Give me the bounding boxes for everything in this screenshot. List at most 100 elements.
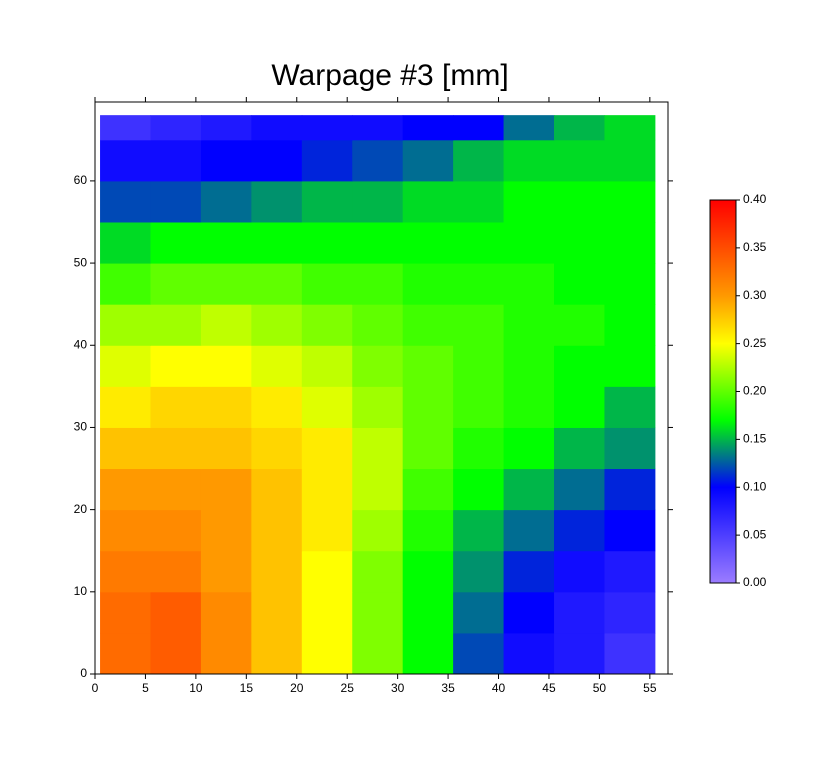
heatmap-cell xyxy=(402,139,454,182)
heatmap-cell xyxy=(100,632,151,675)
heatmap-cell xyxy=(301,180,353,223)
heatmap-cell xyxy=(554,304,605,346)
colorbar-tick-label: 0.20 xyxy=(743,384,767,398)
heatmap-cell xyxy=(301,139,353,182)
heatmap-cell xyxy=(402,115,454,141)
x-tick-label: 0 xyxy=(92,681,99,695)
heatmap-cell xyxy=(251,509,303,552)
heatmap-cell xyxy=(150,468,202,511)
heatmap-cell xyxy=(554,221,605,264)
heatmap-cell xyxy=(200,345,252,387)
heatmap-cell xyxy=(604,386,656,428)
heatmap-cell xyxy=(604,221,656,264)
heatmap-cell xyxy=(251,427,303,470)
x-tick-label: 30 xyxy=(391,681,405,695)
heatmap-cell xyxy=(150,550,202,593)
heatmap-cell xyxy=(453,304,505,346)
heatmap-cell xyxy=(100,304,151,346)
heatmap-cell xyxy=(503,427,555,470)
y-tick-label: 40 xyxy=(74,337,88,351)
colorbar xyxy=(709,199,737,584)
heatmap-cell xyxy=(352,591,404,634)
colorbar-tick-label: 0.30 xyxy=(743,288,767,302)
heatmap-cell xyxy=(251,345,303,387)
heatmap-cell xyxy=(100,180,151,223)
heatmap-cell xyxy=(352,345,404,387)
heatmap-cell xyxy=(554,468,605,511)
heatmap-cell xyxy=(453,180,505,223)
heatmap-cell xyxy=(453,345,505,387)
heatmap-cell xyxy=(453,263,505,305)
x-tick-label: 15 xyxy=(240,681,254,695)
heatmap-cell xyxy=(352,115,404,141)
heatmap-cell xyxy=(352,427,404,470)
heatmap-cell xyxy=(352,221,404,264)
heatmap-cell xyxy=(352,468,404,511)
heatmap-cell xyxy=(200,632,252,675)
heatmap-cell xyxy=(503,139,555,182)
heatmap-cell xyxy=(453,115,505,141)
heatmap-cell xyxy=(150,591,202,634)
heatmap-cell xyxy=(604,427,656,470)
heatmap-cell xyxy=(352,632,404,675)
heatmap-cell xyxy=(604,115,656,141)
heatmap-cell xyxy=(554,386,605,428)
heatmap-cell xyxy=(604,632,656,675)
heatmap-cell xyxy=(200,221,252,264)
heatmap-cell xyxy=(200,115,252,141)
heatmap-cell xyxy=(100,139,151,182)
heatmap-cell xyxy=(604,345,656,387)
heatmap-cell xyxy=(301,550,353,593)
heatmap-cell xyxy=(200,386,252,428)
heatmap-cell xyxy=(100,263,151,305)
heatmap-cell xyxy=(503,591,555,634)
heatmap-cell xyxy=(503,115,555,141)
x-tick-label: 25 xyxy=(341,681,355,695)
heatmap-cell xyxy=(352,263,404,305)
heatmap-cell xyxy=(604,263,656,305)
heatmap-cell xyxy=(100,468,151,511)
heatmap-cell xyxy=(150,386,202,428)
heatmap-cell xyxy=(150,345,202,387)
y-tick-label: 0 xyxy=(80,666,87,680)
colorbar-tick-label: 0.40 xyxy=(743,192,767,206)
y-tick-label: 20 xyxy=(74,502,88,516)
heatmap-cell xyxy=(402,263,454,305)
heatmap-cell xyxy=(301,304,353,346)
heatmap-cell xyxy=(503,304,555,346)
heatmap-cell xyxy=(352,180,404,223)
heatmap-cell xyxy=(604,550,656,593)
heatmap-cell xyxy=(402,386,454,428)
heatmap-cell xyxy=(251,386,303,428)
heatmap-cell xyxy=(150,115,202,141)
heatmap-cell xyxy=(503,468,555,511)
heatmap-cell xyxy=(453,509,505,552)
heatmap-cell xyxy=(503,221,555,264)
heatmap-cell xyxy=(301,468,353,511)
heatmap-cell xyxy=(453,550,505,593)
heatmap-cell xyxy=(402,632,454,675)
heatmap-cell xyxy=(503,263,555,305)
y-tick-label: 30 xyxy=(74,420,88,434)
heatmap-cell xyxy=(251,550,303,593)
heatmap-cell xyxy=(554,115,605,141)
heatmap-cell xyxy=(352,386,404,428)
heatmap-cell xyxy=(200,509,252,552)
heatmap-cell xyxy=(503,345,555,387)
heatmap-cell xyxy=(503,550,555,593)
heatmap-cell xyxy=(503,509,555,552)
heatmap-cell xyxy=(150,304,202,346)
x-tick-label: 55 xyxy=(643,681,657,695)
heatmap-cell xyxy=(453,221,505,264)
heatmap-cell xyxy=(453,427,505,470)
heatmap-cell xyxy=(604,509,656,552)
heatmap-cell xyxy=(100,591,151,634)
heatmap-cell xyxy=(402,221,454,264)
heatmap-cell xyxy=(453,139,505,182)
plot-frame xyxy=(94,101,669,675)
chart-title: Warpage #3 [mm] xyxy=(271,59,508,92)
colorbar-tick-label: 0.25 xyxy=(743,336,767,350)
heatmap-cell xyxy=(301,386,353,428)
heatmap-cell xyxy=(604,591,656,634)
